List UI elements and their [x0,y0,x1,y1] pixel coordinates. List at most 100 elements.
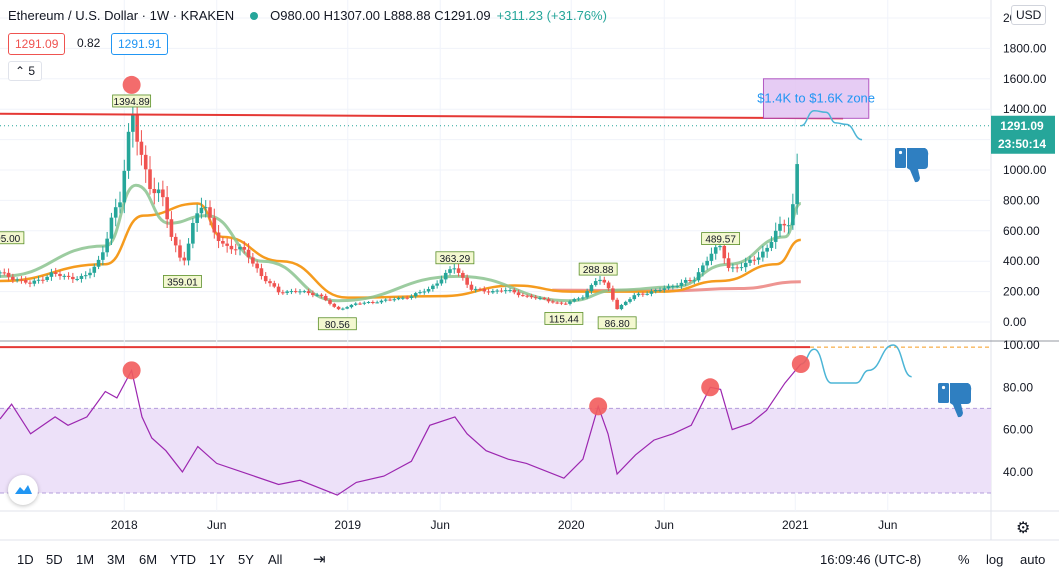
price-tick-label: 200.00 [1003,285,1040,299]
range-5d-button[interactable]: 5D [46,552,63,567]
price-label-box [435,251,475,265]
range-1y-button[interactable]: 1Y [209,552,225,567]
rsi-tick-label: 60.00 [1003,423,1033,437]
price-label: 363.29 [440,254,471,265]
candle-body [735,267,739,269]
candle-body [371,301,375,303]
price-label-box [544,312,584,325]
bar-countdown: 23:50:14 [998,137,1046,151]
candle-body [473,288,478,290]
candle-body [491,291,495,293]
bottom-toolbar: 1D 5D 1M 3M 6M YTD 1Y 5Y All ⇥ 16:09:46 … [0,545,1059,573]
rsi-line [0,363,802,496]
currency-button[interactable]: USD [1011,5,1047,25]
candle-body [75,278,79,280]
candle-body [628,299,632,302]
candle-body [666,286,671,289]
rsi-peak-marker [701,378,720,397]
candle-body [131,115,135,132]
candle-body [353,303,358,305]
candle-body [315,294,319,296]
candle-body [469,284,474,290]
range-all-button[interactable]: All [268,552,283,567]
price-label: 359.01 [167,277,198,288]
candle-body [28,282,32,284]
rsi-peak-marker [791,355,810,374]
range-1d-button[interactable]: 1D [17,552,34,567]
candle-body [41,279,45,281]
settings-gear-icon[interactable]: ⚙ [1016,520,1031,537]
candle-body [748,259,752,263]
log-scale-toggle[interactable]: log [986,552,1004,567]
candle-body [272,283,277,287]
candle-body [782,223,787,226]
buy-price-button[interactable]: 1291.91 [111,33,169,55]
candle-body [418,292,422,294]
candle-body [422,291,427,293]
candle-body [705,260,709,266]
time-tick-label: Jun [655,518,674,532]
candle-body [375,302,379,304]
range-6m-button[interactable]: 6M [139,552,158,567]
candle-body [88,272,92,276]
candle-body [135,115,139,142]
rsi-peak-marker [122,361,141,380]
range-ytd-button[interactable]: YTD [170,552,196,567]
range-5y-button[interactable]: 5Y [238,552,254,567]
price-label-box [701,232,741,245]
candle-body [58,273,62,277]
candle-body [208,207,212,218]
range-1m-button[interactable]: 1M [76,552,95,567]
sell-price-button[interactable]: 1291.09 [8,33,66,55]
clock-readout[interactable]: 16:09:46 (UTC-8) [820,552,922,567]
price-label-box [597,316,637,330]
auto-scale-toggle[interactable]: auto [1020,552,1046,567]
candle-body [336,306,341,310]
spread-value: 0.82 [77,36,101,50]
price-tick-label: 1600.00 [1003,72,1047,86]
price-projection-curve [800,109,863,141]
candle-body [623,301,628,305]
tradingview-logo-icon[interactable] [8,475,38,505]
candle-body [101,252,105,260]
candle-body [32,280,37,284]
chart-header: Ethereum / U.S. Dollar · 1W · KRAKEN O98… [8,8,607,23]
target-zone-box [762,78,870,119]
price-label: 115.44 [549,314,579,325]
candle-body [341,308,345,310]
range-3m-button[interactable]: 3M [107,552,126,567]
candle-body [328,300,332,304]
candle-body [161,189,165,198]
candle-body [709,253,714,261]
candle-body [688,280,692,282]
price-label: 288.88 [583,265,614,276]
date-range-icon[interactable]: ⇥ [313,551,326,568]
indicators-toggle[interactable]: ⌃ 5 [8,61,43,81]
ema-fast-line [0,183,802,303]
time-tick-label: Jun [878,518,897,532]
price-tick-label: 400.00 [1003,254,1040,268]
symbol-title[interactable]: Ethereum / U.S. Dollar · 1W · KRAKEN [8,8,235,23]
candle-body [443,272,448,280]
percent-scale-toggle[interactable]: % [958,552,970,567]
thumb-hand [950,383,972,418]
price-tick-label: 1000.00 [1003,163,1047,177]
candle-body [701,265,705,273]
candle-body [615,299,619,310]
price-label-box [317,317,357,331]
candle-body [611,288,615,300]
candle-body [525,295,529,297]
price-label: 86.80 [605,319,630,330]
candle-body [662,288,667,290]
candle-body [229,245,234,250]
thumb-hand [907,148,929,183]
price-tick-label: 800.00 [1003,193,1040,207]
candle-body [156,189,161,194]
candle-body [761,251,765,258]
candle-body [276,286,281,293]
candle-body [345,307,349,309]
candle-body [169,219,174,237]
candle-body [199,207,204,214]
candle-body [302,291,307,293]
